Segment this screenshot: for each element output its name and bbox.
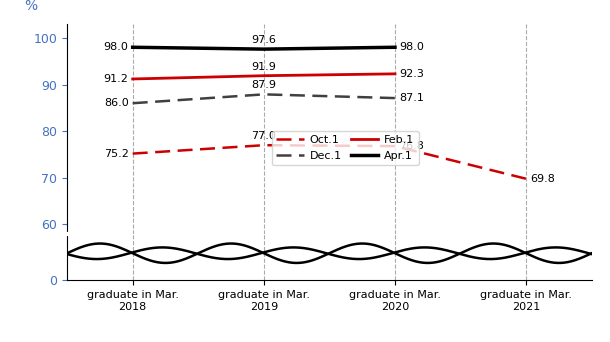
- Text: 76.8: 76.8: [399, 141, 424, 151]
- Text: 75.2: 75.2: [104, 148, 129, 159]
- Text: 77.0: 77.0: [251, 131, 276, 141]
- Legend: Oct.1, Dec.1, Feb.1, Apr.1: Oct.1, Dec.1, Feb.1, Apr.1: [271, 131, 418, 165]
- Text: 91.2: 91.2: [104, 74, 129, 84]
- Y-axis label: %: %: [24, 0, 37, 13]
- Text: 92.3: 92.3: [399, 69, 424, 79]
- Text: 98.0: 98.0: [399, 42, 424, 52]
- Text: 69.8: 69.8: [530, 174, 555, 184]
- Text: 97.6: 97.6: [251, 35, 276, 45]
- Text: 86.0: 86.0: [104, 98, 129, 108]
- Text: 87.9: 87.9: [251, 80, 276, 90]
- Text: 91.9: 91.9: [251, 62, 276, 71]
- Text: 87.1: 87.1: [399, 93, 424, 103]
- Text: 98.0: 98.0: [104, 42, 129, 52]
